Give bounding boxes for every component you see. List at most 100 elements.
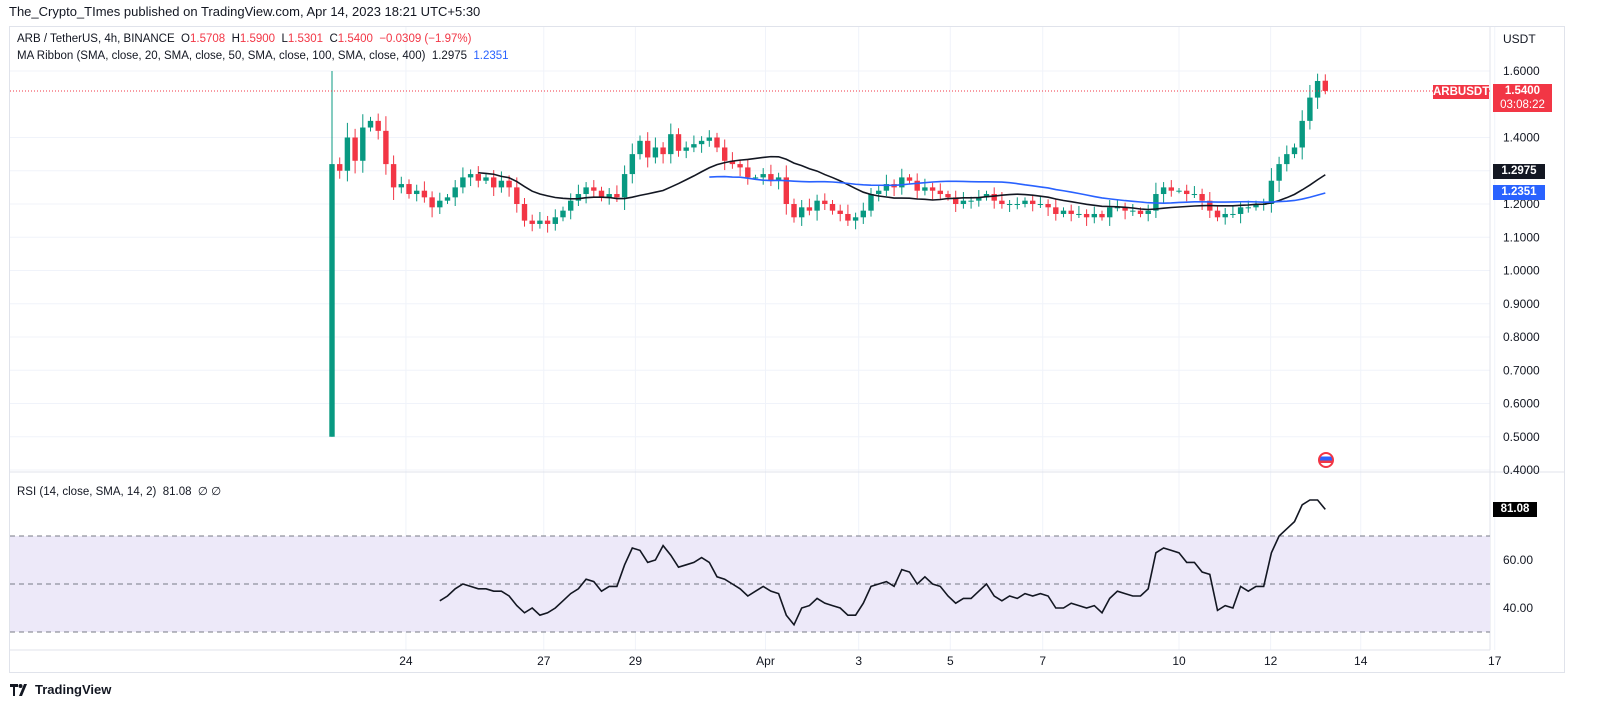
candle-body bbox=[467, 174, 474, 178]
candle-body bbox=[375, 120, 381, 131]
candle-body bbox=[660, 147, 666, 155]
candle-body bbox=[960, 200, 967, 204]
time-tick: 29 bbox=[629, 654, 643, 668]
candle-body bbox=[398, 184, 404, 188]
candle-body bbox=[883, 184, 890, 191]
candle-body bbox=[429, 197, 435, 208]
candle-body bbox=[683, 147, 689, 151]
candle-body bbox=[745, 167, 751, 178]
ma50-tag: 1.2351 bbox=[1493, 185, 1545, 200]
candle-body bbox=[514, 187, 520, 204]
candle-body bbox=[1137, 210, 1144, 214]
candle-body bbox=[945, 194, 951, 198]
candle-body bbox=[845, 213, 851, 221]
candle-body bbox=[645, 140, 651, 158]
axes: USDT 1.6000 1.4000 1.2000 1.1000 1.0000 0.9000… bbox=[399, 32, 1540, 668]
countdown: 03:08:22 bbox=[1500, 99, 1545, 111]
candle-body bbox=[668, 134, 674, 155]
open-label: O bbox=[181, 33, 190, 45]
price-tick: 1.0000 bbox=[1503, 264, 1540, 278]
candle-body bbox=[976, 197, 982, 201]
us-flag-icon[interactable] bbox=[1318, 452, 1334, 468]
ma2-value: 1.2351 bbox=[473, 50, 509, 62]
high-value: 1.5900 bbox=[239, 33, 276, 45]
candle-body bbox=[437, 200, 443, 208]
candle-body bbox=[521, 204, 528, 221]
candle-body bbox=[876, 190, 882, 195]
price-tick: 1.4000 bbox=[1503, 131, 1540, 145]
candle-body bbox=[414, 190, 420, 195]
candle-body bbox=[1083, 213, 1090, 218]
candle-body bbox=[460, 177, 466, 188]
sma20-line bbox=[478, 155, 1326, 211]
rsi-legend[interactable]: RSI (14, close, SMA, 14, 2) 81.08 ∅ ∅ bbox=[17, 484, 221, 498]
rsi-value: 81.08 bbox=[162, 486, 192, 498]
candle-body bbox=[729, 160, 736, 165]
rsi-line bbox=[439, 499, 1326, 627]
candle-body bbox=[675, 134, 682, 151]
candle-body bbox=[444, 197, 451, 201]
candle-body bbox=[1245, 207, 1251, 209]
candle-body bbox=[829, 204, 836, 211]
currency-label: USDT bbox=[1503, 32, 1536, 46]
candle-body bbox=[1199, 194, 1205, 201]
ma-legend[interactable]: MA Ribbon (SMA, close, 20, SMA, close, 5… bbox=[17, 50, 509, 62]
ma20-tag: 1.2975 bbox=[1493, 164, 1545, 179]
candle-body bbox=[722, 147, 728, 161]
candle-body bbox=[1268, 180, 1275, 204]
candle-body bbox=[914, 180, 920, 191]
candle-body bbox=[1237, 207, 1244, 214]
time-tick: 17 bbox=[1488, 654, 1502, 668]
time-tick: 24 bbox=[399, 654, 413, 668]
candle-body bbox=[1014, 204, 1020, 205]
candle-body bbox=[1276, 164, 1282, 181]
candle-body bbox=[1168, 187, 1174, 191]
candle-body bbox=[614, 194, 620, 198]
candle-body bbox=[1122, 207, 1128, 211]
close-label: C bbox=[329, 33, 338, 45]
candle-body bbox=[367, 120, 374, 128]
candle-body bbox=[337, 164, 343, 171]
candle-body bbox=[1299, 120, 1305, 148]
symbol-legend[interactable]: ARB / TetherUS, 4h, BINANCE O1.5708 H1.5… bbox=[17, 33, 471, 45]
rsi-label: RSI (14, close, SMA, 14, 2) bbox=[17, 486, 157, 498]
candle-body bbox=[406, 184, 412, 195]
symbol-tag: ARBUSDT bbox=[1433, 85, 1490, 99]
candle-body bbox=[1130, 210, 1136, 212]
candle-body bbox=[775, 177, 782, 181]
candle-body bbox=[814, 200, 820, 211]
candle-body bbox=[999, 200, 1005, 204]
price-tick: 0.9000 bbox=[1503, 297, 1540, 311]
price-tick: 0.7000 bbox=[1503, 363, 1540, 377]
candle-body bbox=[791, 204, 797, 218]
candle-body bbox=[860, 210, 866, 218]
candle-body bbox=[906, 177, 913, 181]
candle-body bbox=[1291, 147, 1298, 155]
candle-body bbox=[360, 127, 366, 161]
rsi-extra: ∅ ∅ bbox=[197, 486, 222, 498]
candle-body bbox=[837, 210, 843, 214]
candle-body bbox=[1030, 200, 1036, 204]
candle-body bbox=[922, 187, 928, 191]
candle-body bbox=[929, 187, 936, 191]
candle-body bbox=[953, 197, 959, 204]
candle-body bbox=[1045, 204, 1051, 208]
candle-body bbox=[760, 174, 766, 178]
candle-body bbox=[475, 174, 481, 181]
candle-body bbox=[1091, 213, 1097, 218]
candle-body bbox=[491, 177, 497, 188]
candle-body bbox=[1006, 204, 1013, 205]
candle-body bbox=[421, 190, 428, 198]
candle-body bbox=[899, 177, 905, 188]
time-tick: 12 bbox=[1264, 654, 1278, 668]
candle-body bbox=[822, 200, 828, 204]
candle-body bbox=[1114, 207, 1121, 209]
footer: TradingView bbox=[10, 682, 111, 697]
high-label: H bbox=[231, 33, 240, 45]
time-tick: 5 bbox=[947, 654, 954, 668]
rsi-tag: 81.08 bbox=[1493, 502, 1537, 517]
moving-averages bbox=[478, 155, 1326, 211]
low-value: 1.5301 bbox=[287, 33, 324, 45]
rsi-tick: 60.00 bbox=[1503, 553, 1533, 567]
